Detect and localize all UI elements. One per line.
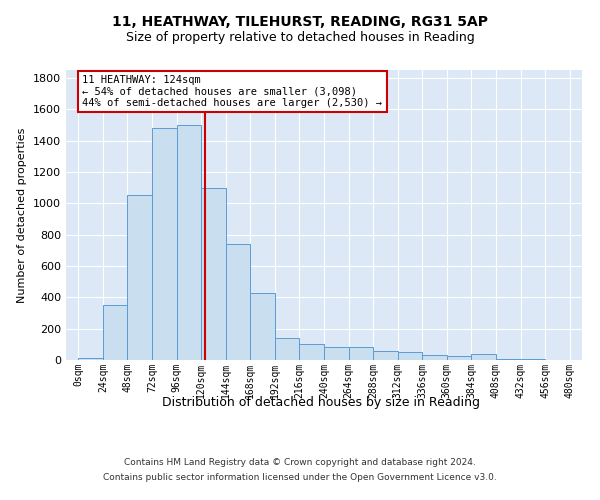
Bar	[349, 348, 373, 360]
Bar	[226, 244, 250, 360]
Bar	[299, 344, 324, 360]
Bar	[496, 359, 521, 360]
Bar	[152, 128, 176, 360]
Bar	[398, 352, 422, 360]
Bar	[78, 358, 103, 360]
Text: 11, HEATHWAY, TILEHURST, READING, RG31 5AP: 11, HEATHWAY, TILEHURST, READING, RG31 5…	[112, 16, 488, 30]
Text: Contains HM Land Registry data © Crown copyright and database right 2024.: Contains HM Land Registry data © Crown c…	[124, 458, 476, 467]
Text: 11 HEATHWAY: 124sqm
← 54% of detached houses are smaller (3,098)
44% of semi-det: 11 HEATHWAY: 124sqm ← 54% of detached ho…	[82, 74, 382, 108]
Bar	[127, 196, 152, 360]
Bar	[521, 359, 545, 360]
Bar	[275, 338, 299, 360]
Bar	[324, 348, 349, 360]
Text: Contains public sector information licensed under the Open Government Licence v3: Contains public sector information licen…	[103, 473, 497, 482]
Bar	[201, 188, 226, 360]
Bar	[447, 356, 472, 360]
Bar	[472, 354, 496, 360]
Text: Size of property relative to detached houses in Reading: Size of property relative to detached ho…	[125, 31, 475, 44]
Bar	[250, 292, 275, 360]
Bar	[176, 125, 201, 360]
Bar	[422, 356, 447, 360]
Y-axis label: Number of detached properties: Number of detached properties	[17, 128, 28, 302]
Bar	[103, 305, 127, 360]
Text: Distribution of detached houses by size in Reading: Distribution of detached houses by size …	[162, 396, 480, 409]
Bar	[373, 350, 398, 360]
